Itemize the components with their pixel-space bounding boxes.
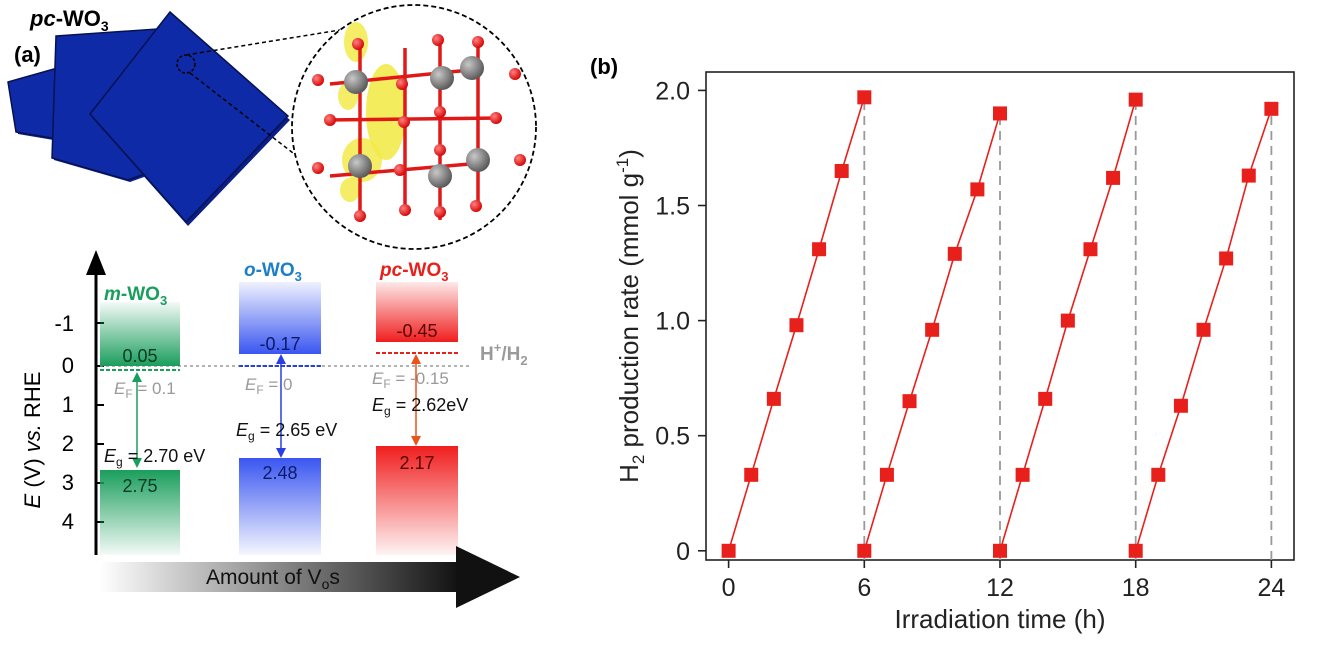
y-tick-4: 4: [62, 509, 74, 534]
panel-a-y-ticks: -1 0 1 2 3 4: [54, 311, 104, 534]
x-tick-label-2: 12: [986, 574, 1014, 602]
o-wo3-gap-label: Eg = 2.65 eV: [236, 420, 337, 443]
x-tick-label-0: 0: [722, 574, 736, 602]
y-tick-0: 0: [62, 353, 74, 378]
y-tick-label-2: 1.0: [655, 308, 690, 336]
zoom-line-bottom: [189, 72, 303, 161]
data-point-2-4: [1083, 242, 1098, 257]
data-point-2-6: [1128, 92, 1143, 107]
pc-wo3-fermi-label: EF = -0.15: [372, 369, 449, 391]
data-point-1-1: [879, 467, 894, 482]
panel-a-y-axis-label: E (V) vs. RHE: [20, 372, 45, 509]
o-wo3-cb-value: -0.17: [259, 334, 300, 354]
data-point-0-5: [834, 163, 849, 178]
x-tick-label-3: 18: [1122, 574, 1150, 602]
data-point-3-2: [1173, 398, 1188, 413]
pc-wo3-gap-label: Eg = 2.62eV: [372, 395, 468, 418]
data-point-2-2: [1038, 391, 1053, 406]
y-tick-1: 1: [62, 392, 74, 417]
o-wo3-conduction-band: [239, 282, 321, 354]
panel-b: (b) 0 6 12 18 24 0 0.5 1.0 1.5 2.0 Irradiation t…: [580, 0, 1330, 640]
vacancy-amount-arrow: Amount of Vos: [100, 546, 520, 608]
panel-a: pc-WO3 (a): [0, 0, 560, 640]
o-wo3-bands: o-WO3 -0.17 EF = 0 Eg = 2.65 eV 2.48: [236, 260, 337, 555]
y-tick-2: 2: [62, 431, 74, 456]
data-point-2-5: [1106, 170, 1121, 185]
data-point-1-6: [993, 106, 1007, 121]
data-point-0-0: [721, 543, 736, 558]
data-point-1-5: [970, 182, 985, 197]
data-point-1-3: [925, 322, 940, 337]
zoom-line-top: [185, 29, 341, 56]
panel-b-label: (b): [590, 54, 618, 79]
vacancy-amount-label: Amount of Vos: [206, 566, 340, 592]
m-wo3-cb-value: 0.05: [122, 346, 157, 366]
y-tick-label-1: 0.5: [655, 423, 690, 451]
o-wo3-valence-band: [239, 458, 321, 555]
pc-wo3-band-title: pc-WO3: [379, 260, 448, 284]
y-tick-label-0: 0: [676, 538, 690, 566]
m-wo3-gap-label: Eg = 2.70 eV: [104, 446, 205, 469]
panel-a-label: (a): [14, 42, 41, 67]
x-tick-label-1: 6: [857, 574, 871, 602]
data-point-3-5: [1241, 168, 1256, 183]
m-wo3-fermi-label: EF = 0.1: [114, 379, 176, 401]
y-axis-label: H2 production rate (mmol g-1): [613, 149, 648, 483]
data-point-0-1: [744, 467, 759, 482]
data-point-1-4: [947, 246, 962, 261]
h2-reference-label: H+/H2: [480, 340, 528, 368]
data-point-3-4: [1219, 251, 1234, 266]
data-point-3-1: [1151, 467, 1166, 482]
data-point-1-2: [902, 394, 917, 409]
y-tick-label-4: 2.0: [655, 77, 690, 105]
data-point-0-6: [857, 90, 872, 105]
pc-wo3-vb-value: 2.17: [399, 453, 434, 473]
y-tick-neg1: -1: [54, 311, 74, 336]
y-tick-3: 3: [62, 470, 74, 495]
data-point-2-1: [1015, 467, 1030, 482]
o-wo3-vb-value: 2.48: [262, 463, 297, 483]
m-wo3-conduction-band: [100, 302, 180, 366]
data-point-3-6: [1264, 101, 1279, 116]
crystal-structure-zoom: [291, 4, 537, 250]
data-point-0-2: [766, 391, 781, 406]
pc-wo3-valence-band: [376, 446, 458, 555]
m-wo3-vb-value: 2.75: [122, 476, 157, 496]
data-point-3-0: [1128, 543, 1143, 558]
m-wo3-valence-band: [100, 470, 180, 555]
m-wo3-bands: m-WO3 0.05 EF = 0.1 Eg = 2.70 eV 2.75: [100, 284, 205, 555]
data-point-2-0: [993, 543, 1007, 558]
data-point-2-3: [1060, 313, 1075, 328]
x-ticks: 0 6 12 18 24: [722, 560, 1285, 602]
data-point-0-4: [812, 242, 827, 257]
pc-wo3-cb-value: -0.45: [396, 321, 437, 341]
panel-a-figure: pc-WO3 (a): [7, 4, 537, 608]
y-ticks: 0 0.5 1.0 1.5 2.0: [655, 77, 706, 566]
data-point-1-0: [857, 543, 872, 558]
m-wo3-title: m-WO3: [104, 284, 167, 308]
panel-a-y-axis-arrowhead: [86, 250, 106, 275]
x-tick-label-4: 24: [1257, 574, 1285, 602]
pc-wo3-title: pc-WO3: [29, 6, 109, 34]
h2-production-chart: (b) 0 6 12 18 24 0 0.5 1.0 1.5 2.0 Irradiation t…: [590, 54, 1295, 634]
x-axis-label: Irradiation time (h): [895, 604, 1106, 634]
o-wo3-fermi-label: EF = 0: [245, 375, 293, 397]
y-tick-label-3: 1.5: [655, 193, 690, 221]
sheet-stack-illustration: [7, 10, 290, 226]
data-point-0-3: [789, 318, 804, 333]
data-point-3-3: [1196, 322, 1211, 337]
data-series: [721, 90, 1279, 558]
o-wo3-title: o-WO3: [244, 260, 302, 284]
pc-wo3-conduction-band: [376, 282, 458, 342]
cycle-boundary-lines: [863, 97, 1273, 560]
pc-wo3-bands: pc-WO3 -0.45 EF = -0.15 Eg = 2.62eV 2.17: [372, 260, 468, 555]
